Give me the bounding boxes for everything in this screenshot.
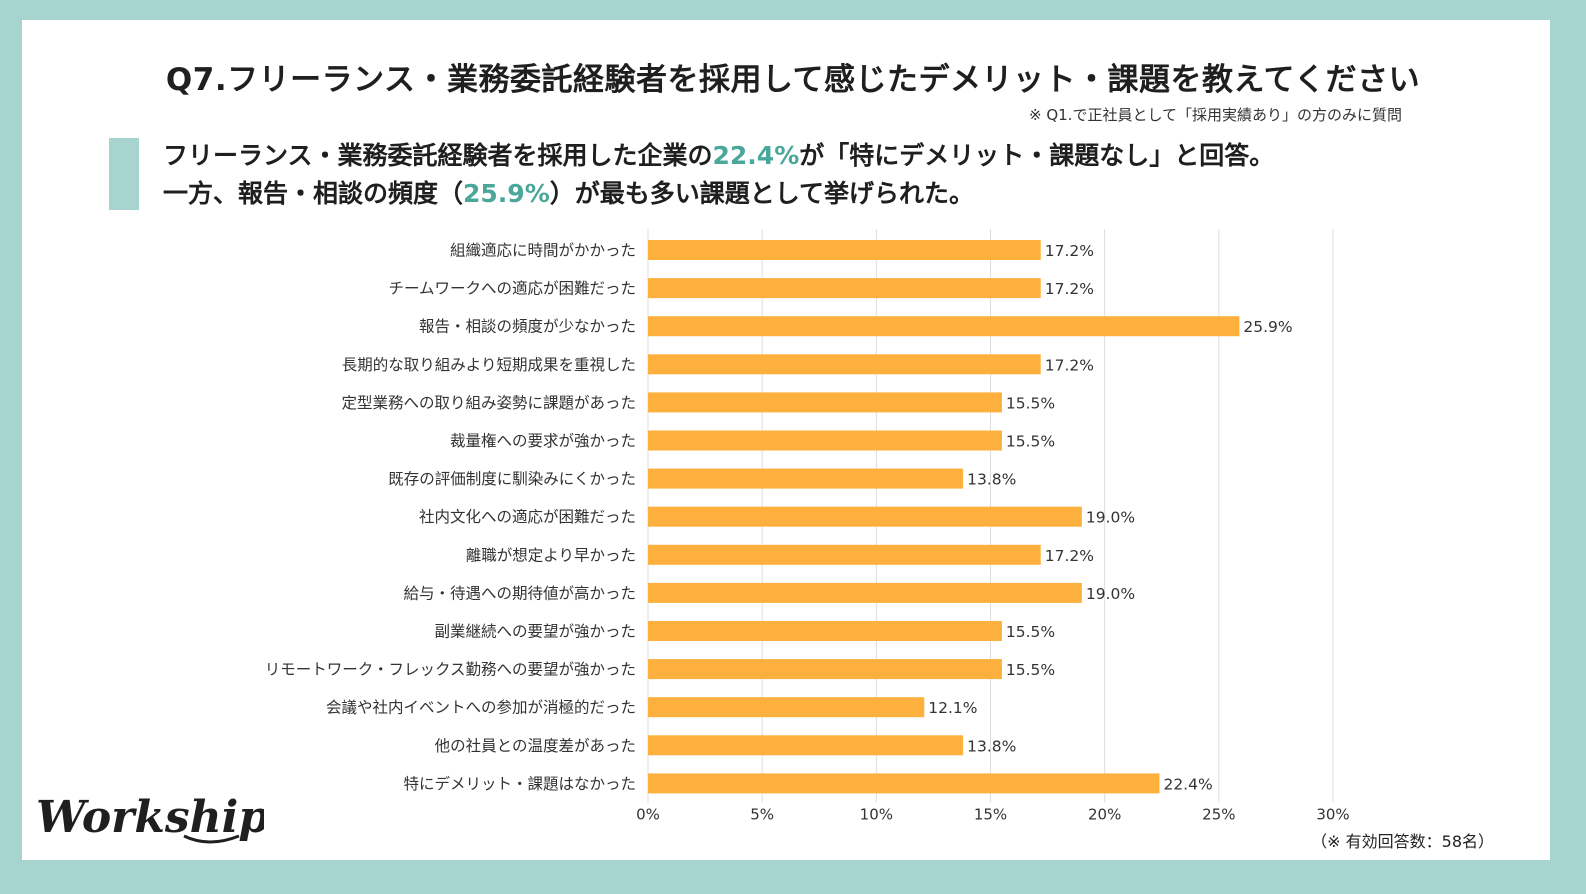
value-label: 13.8% [967,471,1016,489]
value-label: 25.9% [1243,318,1292,336]
x-tick-label: 20% [1088,805,1121,823]
category-label: 既存の評価制度に馴染みにくかった [388,470,636,488]
x-tick-label: 30% [1316,805,1349,823]
value-label: 17.2% [1045,280,1094,298]
category-label: 長期的な取り組みより短期成果を重視した [342,356,636,374]
headline-line-2: 一方、報告・相談の頻度（25.9%）が最も多い課題として挙げられた。 [163,174,974,210]
x-tick-label: 10% [860,805,893,823]
headline-highlight: 25.9% [463,179,550,208]
value-label: 12.1% [928,699,977,717]
value-label: 15.5% [1006,661,1055,679]
value-label: 22.4% [1163,775,1212,793]
headline-text: フリーランス・業務委託経験者を採用した企業の [163,141,713,170]
bar [648,240,1041,260]
value-label: 17.2% [1045,356,1094,374]
headline-line-1: フリーランス・業務委託経験者を採用した企業の22.4%が「特にデメリット・課題な… [163,136,1274,172]
workship-logo: Workship [36,792,264,844]
bar [648,430,1002,451]
x-tick-label: 15% [974,805,1007,823]
value-label: 19.0% [1086,509,1135,527]
bar [648,316,1240,337]
value-label: 17.2% [1045,242,1094,260]
logo-swash [183,834,240,844]
respondent-count: （※ 有効回答数：58名） [1311,832,1494,851]
headline-text: ）が最も多い課題として挙げられた。 [549,179,975,208]
category-label: 給与・待遇への期待値が高かった [403,584,636,602]
value-label: 19.0% [1086,585,1135,603]
category-label: 社内文化への適応が困難だった [419,508,636,526]
category-label: 定型業務への取り組み姿勢に課題があった [341,394,636,412]
value-label: 13.8% [967,737,1016,755]
bar [648,773,1160,794]
bar [648,621,1002,641]
category-label: 特にデメリット・課題はなかった [403,774,636,793]
bar [648,544,1041,565]
value-label: 15.5% [1006,394,1055,412]
bar [648,506,1082,527]
category-label: 裁量権への要求が強かった [450,432,636,450]
category-label: 副業継続への要望が強かった [434,623,636,641]
bar [648,659,1002,680]
category-label: 離職が想定より早かった [466,546,636,564]
x-tick-label: 0% [636,805,660,823]
headline-text: が「特にデメリット・課題なし」と回答。 [799,141,1275,170]
headline-highlight: 22.4% [712,141,800,170]
value-label: 15.5% [1006,433,1055,451]
value-label: 17.2% [1045,547,1094,565]
page-title: Q7.フリーランス・業務委託経験者を採用して感じたデメリット・課題を教えてくださ… [165,62,1421,98]
category-label: チームワークへの適応が困難だった [388,280,636,298]
headline-accent-bar [109,138,139,210]
bar [648,735,964,756]
headline-text: 一方、報告・相談の頻度（ [163,179,464,208]
x-tick-label: 25% [1202,805,1235,823]
category-label: 報告・相談の頻度が少なかった [419,318,636,336]
bar [648,582,1082,603]
bar [648,278,1041,299]
bar [648,697,925,718]
survey-note: ※ Q1.で正社員として「採用実績あり」の方のみに質問 [1028,106,1402,124]
logo-text: Workship [36,792,264,843]
bar [648,354,1041,375]
category-label: 組織適応に時間がかかった [450,242,636,260]
category-label: 他の社員との温度差があった [435,737,636,755]
category-label: 会議や社内イベントへの参加が消極的だった [326,699,636,717]
bar [648,468,964,489]
value-label: 15.5% [1006,623,1055,641]
category-label: リモートワーク・フレックス勤務への要望が強かった [265,661,636,679]
bar [648,392,1002,413]
x-tick-label: 5% [750,805,774,823]
